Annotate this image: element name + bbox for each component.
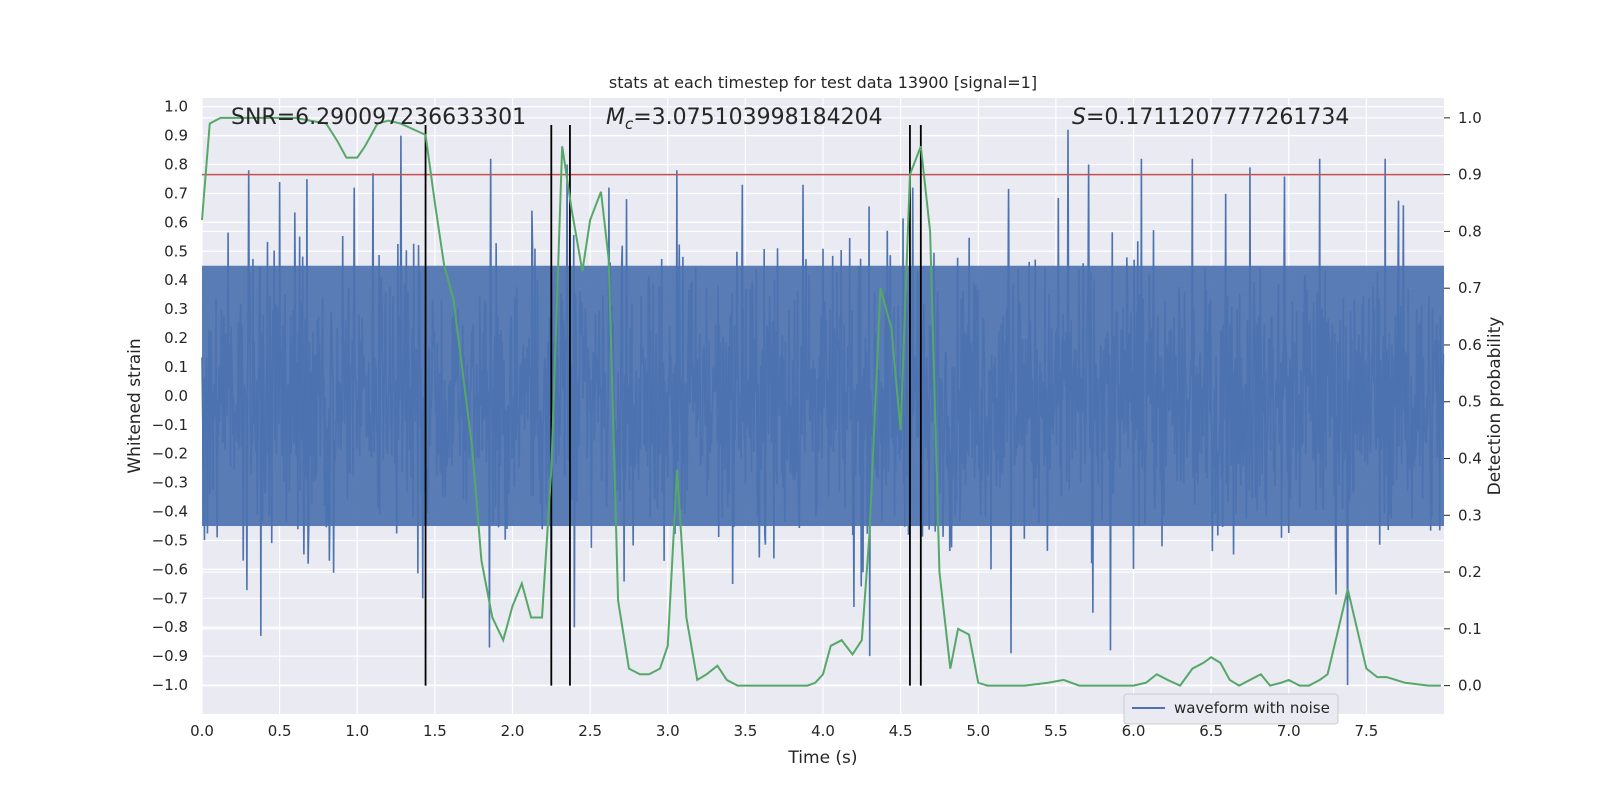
y-right-tick-label: 0.0 <box>1458 677 1482 695</box>
y-tick-label: −0.1 <box>152 416 188 434</box>
x-tick-label: 1.0 <box>345 722 369 740</box>
snr-annotation: SNR=6.290097236633301 <box>231 105 526 130</box>
mc-subscript: c <box>625 115 634 133</box>
y-tick-label: 0.7 <box>164 184 188 202</box>
y-tick-label: 0.4 <box>164 271 188 289</box>
x-tick-label: 4.5 <box>889 722 913 740</box>
y-tick-label: −0.3 <box>152 474 188 492</box>
legend-label: waveform with noise <box>1174 699 1330 717</box>
y-tick-label: −0.9 <box>152 647 188 665</box>
legend: waveform with noise <box>1123 693 1339 725</box>
y-tick-label: −0.4 <box>152 503 188 521</box>
legend-box <box>1123 693 1339 725</box>
y-tick-label: 0.0 <box>164 387 188 405</box>
waveform-line <box>201 129 1445 686</box>
x-tick-label: 0.5 <box>268 722 292 740</box>
probability-series <box>201 116 1441 687</box>
y-tick-label: 0.5 <box>164 242 188 260</box>
x-tick-label: 1.5 <box>423 722 447 740</box>
x-tick-label: 2.5 <box>578 722 602 740</box>
y-tick-label: 0.1 <box>164 358 188 376</box>
tick-labels: 0.0 0.5 1.0 1.5 2.0 2.5 3.0 3.5 4.0 4.5 5.0 5.5 6.0 6… <box>152 98 1482 740</box>
detection-probability-line <box>201 116 1441 687</box>
y-right-tick-label: 0.4 <box>1458 450 1482 468</box>
x-tick-label: 3.5 <box>733 722 757 740</box>
y-right-tick-label: 0.5 <box>1458 393 1482 411</box>
x-tick-label: 7.0 <box>1277 722 1301 740</box>
x-tick-label: 0.0 <box>190 722 214 740</box>
x-tick-label: 3.0 <box>656 722 680 740</box>
y-axis-label: Whitened strain <box>125 338 145 473</box>
x-tick-label: 5.0 <box>966 722 990 740</box>
x-tick-label: 5.5 <box>1044 722 1068 740</box>
y-tick-label: 0.9 <box>164 127 188 145</box>
chart-title: stats at each timestep for test data 139… <box>609 73 1037 92</box>
y-tick-label: −0.5 <box>152 531 188 549</box>
y-tick-label: −0.7 <box>152 589 188 607</box>
mc-symbol: M <box>606 105 625 130</box>
x-tick-label: 7.5 <box>1354 722 1378 740</box>
y-right-tick-label: 0.6 <box>1458 336 1482 354</box>
x-tick-label: 4.0 <box>811 722 835 740</box>
y-right-tick-label: 0.8 <box>1458 222 1482 240</box>
s-annotation: S=0.1711207777261734 <box>1072 105 1349 130</box>
x-tick-label: 2.0 <box>501 722 525 740</box>
y-tick-label: 1.0 <box>164 98 188 116</box>
y-right-tick-label: 1.0 <box>1458 109 1482 127</box>
y-right-tick-label: 0.1 <box>1458 620 1482 638</box>
y-axis-label-right: Detection probability <box>1485 317 1505 496</box>
y-right-tick-label: 0.7 <box>1458 279 1482 297</box>
y-right-tick-label: 0.3 <box>1458 506 1482 524</box>
overlay-lines <box>202 125 1444 686</box>
waveform-series <box>201 129 1445 686</box>
y-tick-label: −0.6 <box>152 560 188 578</box>
s-value: =0.1711207777261734 <box>1086 105 1349 130</box>
y-tick-label: 0.2 <box>164 329 188 347</box>
mc-value: =3.075103998184204 <box>633 105 882 130</box>
mc-annotation: Mc=3.075103998184204 <box>606 105 883 133</box>
x-tick-label: 6.0 <box>1122 722 1146 740</box>
y-tick-label: 0.3 <box>164 300 188 318</box>
y-tick-label: 0.6 <box>164 213 188 231</box>
s-symbol: S <box>1072 105 1086 130</box>
y-tick-label: −0.2 <box>152 445 188 463</box>
y-right-tick-label: 0.9 <box>1458 166 1482 184</box>
y-right-tick-label: 0.2 <box>1458 563 1482 581</box>
y-tick-label: 0.8 <box>164 156 188 174</box>
x-axis-label: Time (s) <box>787 748 857 768</box>
y-tick-label: −1.0 <box>152 676 188 694</box>
x-tick-label: 6.5 <box>1199 722 1223 740</box>
y-tick-label: −0.8 <box>152 618 188 636</box>
